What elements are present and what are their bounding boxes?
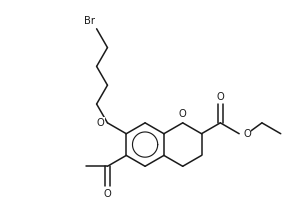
Text: Br: Br [84,16,95,26]
Text: O: O [216,92,224,102]
Text: O: O [104,189,111,199]
Text: O: O [243,129,251,139]
Text: O: O [97,118,105,128]
Text: O: O [179,109,187,119]
